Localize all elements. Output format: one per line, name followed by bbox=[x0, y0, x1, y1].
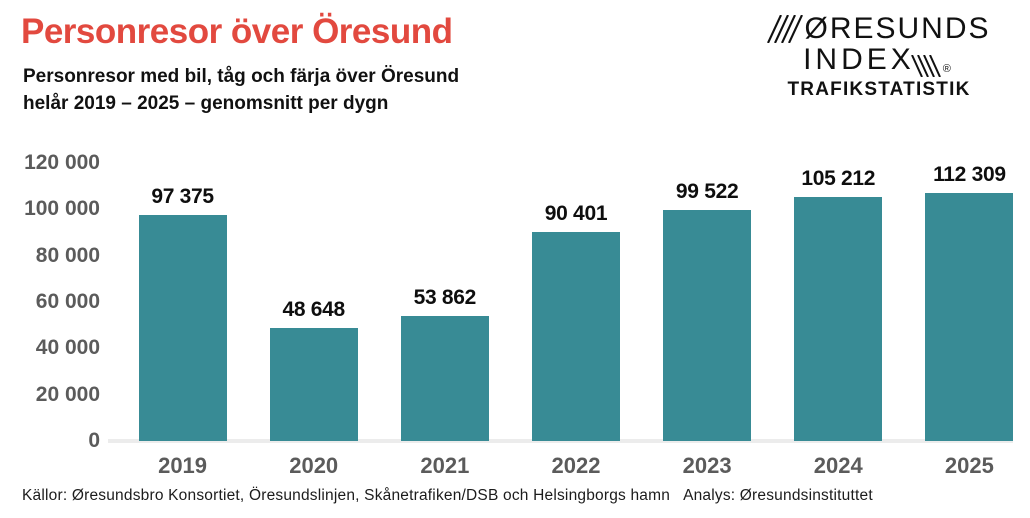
y-axis-tick-label: 40 000 bbox=[35, 336, 100, 360]
chart-subtitle-line2: helår 2019 – 2025 – genomsnitt per dygn bbox=[23, 93, 389, 114]
bar-value-label: 53 862 bbox=[413, 286, 477, 310]
logo-slashes-icon bbox=[767, 15, 804, 43]
page-title: Personresor över Öresund bbox=[21, 12, 453, 51]
x-axis-label: 2025 bbox=[944, 453, 994, 478]
footer: Källor: Øresundsbro Konsortiet, Öresunds… bbox=[22, 487, 873, 505]
bar-column: 53 862 2021 bbox=[379, 163, 510, 478]
x-axis-label: 2021 bbox=[420, 453, 470, 478]
bar-value-label: 90 401 bbox=[544, 201, 608, 225]
y-axis-tick-label: 20 000 bbox=[35, 382, 100, 406]
bar-column: 48 648 2020 bbox=[248, 163, 379, 478]
x-axis-label: 2024 bbox=[813, 453, 863, 478]
logo-line1: ØRESUNDS bbox=[767, 12, 990, 46]
oresundsindex-logo: ØRESUNDS INDEX ® TRAFIKSTATISTIK bbox=[754, 12, 1004, 101]
bar bbox=[531, 231, 620, 441]
logo-tagline: TRAFIKSTATISTIK bbox=[787, 79, 971, 100]
y-axis-tick-label: 100 000 bbox=[24, 197, 100, 221]
bar bbox=[400, 316, 489, 441]
bar-value-label: 99 522 bbox=[675, 180, 739, 204]
chart-subtitle-line1: Personresor med bil, tåg och färja över … bbox=[23, 66, 460, 87]
x-axis-label: 2022 bbox=[551, 453, 601, 478]
bar-value-label: 97 375 bbox=[151, 185, 214, 209]
bar-value-label: 105 212 bbox=[801, 167, 876, 191]
bar-value-label: 112 309 bbox=[933, 163, 1006, 186]
bar-column: 105 212 2024 bbox=[773, 163, 904, 478]
y-axis-tick-label: 80 000 bbox=[35, 243, 100, 267]
registered-trademark-symbol: ® bbox=[942, 63, 955, 75]
bar-value-label: 48 648 bbox=[282, 298, 345, 322]
y-axis: 0 20 000 40 000 60 000 80 000 100 000 120 000 bbox=[0, 151, 100, 452]
bar-column: 112 309 2025 bbox=[904, 163, 1030, 478]
logo-line2: INDEX ® bbox=[803, 43, 955, 77]
y-axis-tick-label: 0 bbox=[88, 429, 100, 452]
bar-chart-plot-area: 97 375 2019 48 648 2020 53 862 2021 90 401 2022… bbox=[117, 163, 1030, 478]
logo-backslashes-icon bbox=[910, 55, 941, 77]
y-axis-tick-label: 60 000 bbox=[35, 290, 100, 313]
logo-wordmark-bottom: INDEX bbox=[803, 43, 915, 76]
bar bbox=[794, 197, 883, 441]
x-axis-label: 2020 bbox=[289, 453, 339, 478]
x-axis-label: 2019 bbox=[158, 453, 208, 478]
bar-column: 97 375 2019 bbox=[117, 163, 248, 478]
analysis-text: Analys: Øresundsinstituttet bbox=[683, 487, 873, 504]
bar bbox=[269, 328, 358, 441]
chart-subtitle: Personresor med bil, tåg och färja över … bbox=[23, 63, 459, 117]
x-axis-label: 2023 bbox=[682, 453, 732, 478]
bar-column: 90 401 2022 bbox=[510, 163, 641, 478]
logo-wordmark-top: ØRESUNDS bbox=[804, 12, 991, 45]
y-axis-tick-label: 120 000 bbox=[24, 151, 100, 174]
sources-text: Källor: Øresundsbro Konsortiet, Öresunds… bbox=[22, 487, 671, 504]
x-axis-baseline bbox=[108, 439, 1013, 443]
bar-column: 99 522 2023 bbox=[642, 163, 773, 478]
bar bbox=[663, 210, 752, 441]
bar bbox=[925, 193, 1014, 441]
bar bbox=[138, 215, 227, 441]
